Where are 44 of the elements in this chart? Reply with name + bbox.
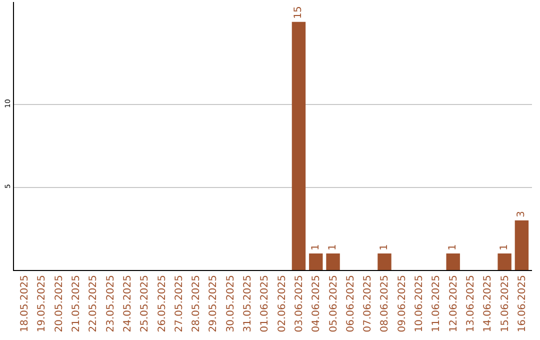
x-tick-label: 07.06.2025 xyxy=(362,275,374,332)
bar xyxy=(514,220,529,270)
bar xyxy=(292,22,306,270)
x-tick-label: 02.06.2025 xyxy=(276,275,288,332)
data-label: 1 xyxy=(378,244,390,250)
data-label: 1 xyxy=(328,244,339,250)
x-tick-label: 27.05.2025 xyxy=(174,275,185,332)
x-tick-label: 21.05.2025 xyxy=(71,275,82,332)
bar xyxy=(378,253,392,270)
x-tick-label: 26.05.2025 xyxy=(156,275,168,332)
x-tick-label: 31.05.2025 xyxy=(242,275,254,332)
x-tick-label: 30.05.2025 xyxy=(225,275,236,332)
x-tick-label: 06.06.2025 xyxy=(345,275,356,332)
x-tick-label: 14.06.2025 xyxy=(482,275,494,332)
data-label: 1 xyxy=(499,244,510,250)
bar xyxy=(309,253,323,270)
data-label: 1 xyxy=(448,244,459,250)
x-tick-label: 01.06.2025 xyxy=(260,275,271,332)
x-tick-label: 08.06.2025 xyxy=(380,275,391,332)
x-tick-label: 16.06.2025 xyxy=(516,275,528,332)
x-tick-label: 15.06.2025 xyxy=(500,275,511,332)
bar xyxy=(446,253,460,270)
x-tick-label: 28.05.2025 xyxy=(191,275,202,332)
x-tick-label: 12.06.2025 xyxy=(448,275,460,332)
x-tick-label: 22.05.2025 xyxy=(88,275,100,332)
x-tick-label: 19.05.2025 xyxy=(36,275,48,332)
x-tick-label: 04.06.2025 xyxy=(311,275,322,332)
data-label: 3 xyxy=(516,210,528,218)
data-label: 1 xyxy=(310,244,322,250)
x-tick-label: 29.05.2025 xyxy=(208,275,220,332)
x-tick-label: 10.06.2025 xyxy=(414,275,426,332)
x-tick-label: 09.06.2025 xyxy=(396,275,408,332)
x-tick-label: 05.06.2025 xyxy=(328,275,340,332)
x-tick-label: 24.05.2025 xyxy=(122,275,134,332)
data-label: 15 xyxy=(293,6,304,19)
bar xyxy=(326,253,340,270)
bar xyxy=(498,253,512,270)
x-tick-label: 20.05.2025 xyxy=(54,275,65,332)
x-tick-label: 25.05.2025 xyxy=(140,275,151,332)
x-tick-label: 13.06.2025 xyxy=(466,275,476,332)
x-tick-label: 18.05.2025 xyxy=(20,275,31,332)
x-tick-label: 03.06.2025 xyxy=(294,275,305,332)
x-tick-label: 23.05.2025 xyxy=(105,275,116,332)
x-tick-label: 11.06.2025 xyxy=(431,275,442,332)
